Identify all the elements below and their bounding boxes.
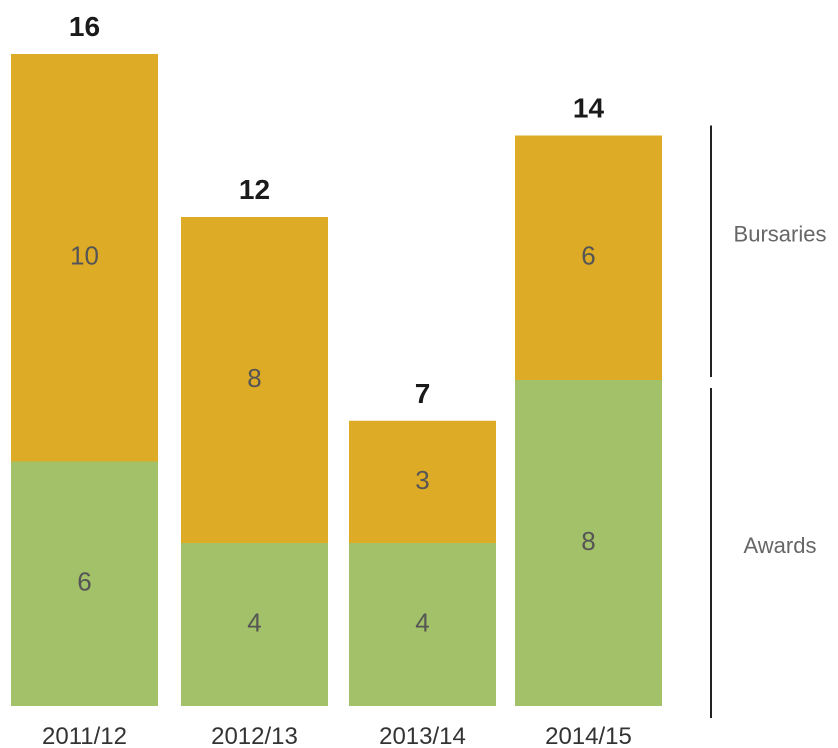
bar-bursaries-1 <box>181 217 328 543</box>
value-label-awards-3: 8 <box>581 526 595 556</box>
category-label-1: 2012/13 <box>211 723 298 748</box>
bar-bursaries-3 <box>515 135 662 380</box>
category-label-3: 2014/15 <box>545 723 632 748</box>
bars-layer <box>11 54 662 706</box>
bar-awards-0 <box>11 461 158 706</box>
value-label-awards-2: 4 <box>415 607 429 637</box>
bar-awards-1 <box>181 543 328 706</box>
value-label-awards-1: 4 <box>247 607 261 637</box>
category-label-2: 2013/14 <box>379 723 466 748</box>
value-label-awards-0: 6 <box>77 567 91 597</box>
total-label-0: 16 <box>69 11 100 42</box>
total-label-3: 14 <box>573 93 605 124</box>
value-label-bursaries-0: 10 <box>70 241 99 271</box>
bar-bursaries-2 <box>349 420 496 543</box>
value-label-bursaries-2: 3 <box>415 465 429 495</box>
bar-awards-3 <box>515 380 662 706</box>
value-label-bursaries-3: 6 <box>581 241 595 271</box>
bar-bursaries-0 <box>11 54 158 462</box>
labels-layer: 6 10 16 2011/12 4 8 12 2012/13 4 3 7 2013/14 8 6 14 201… <box>42 11 632 748</box>
legend: Bursaries Awards <box>710 125 827 718</box>
category-label-0: 2011/12 <box>42 723 127 748</box>
legend-label-awards: Awards <box>744 533 817 558</box>
total-label-1: 12 <box>239 174 270 205</box>
total-label-2: 7 <box>415 378 431 409</box>
legend-label-bursaries: Bursaries <box>734 222 827 247</box>
value-label-bursaries-1: 8 <box>247 363 261 393</box>
bar-awards-2 <box>349 543 496 706</box>
